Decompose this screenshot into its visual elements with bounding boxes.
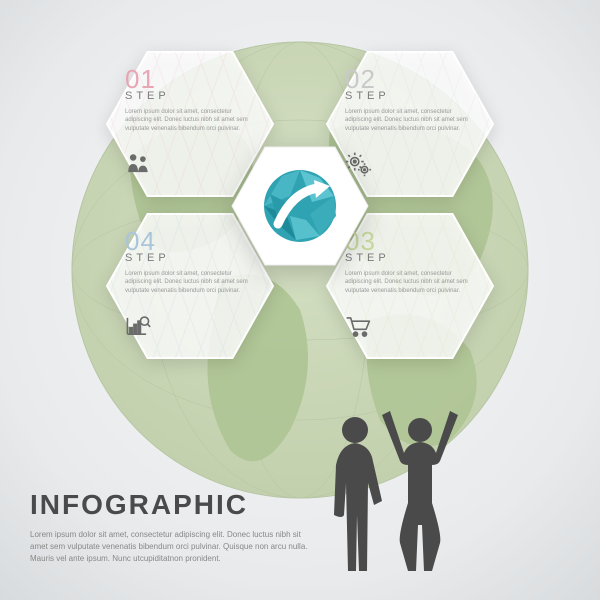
footer-body: Lorem ipsum dolor sit amet, consectetur … xyxy=(30,529,310,565)
step-body: Lorem ipsum dolor sit amet, consectetur … xyxy=(345,108,475,133)
step-body: Lorem ipsum dolor sit amet, consectetur … xyxy=(125,108,255,133)
footer-title: INFOGRAPHIC xyxy=(30,489,310,521)
step-number: 02 xyxy=(345,66,475,92)
people-icon xyxy=(125,151,151,182)
step-body: Lorem ipsum dolor sit amet, consectetur … xyxy=(345,270,475,295)
footer: INFOGRAPHIC Lorem ipsum dolor sit amet, … xyxy=(30,489,310,565)
step-label: STEP xyxy=(125,90,255,102)
step-body: Lorem ipsum dolor sit amet, consectetur … xyxy=(125,270,255,295)
step-label: STEP xyxy=(345,90,475,102)
center-hex xyxy=(230,145,370,267)
people-silhouettes xyxy=(300,395,480,575)
step-number: 01 xyxy=(125,66,255,92)
cart-icon xyxy=(345,313,371,344)
chart-magnify-icon xyxy=(125,313,151,344)
